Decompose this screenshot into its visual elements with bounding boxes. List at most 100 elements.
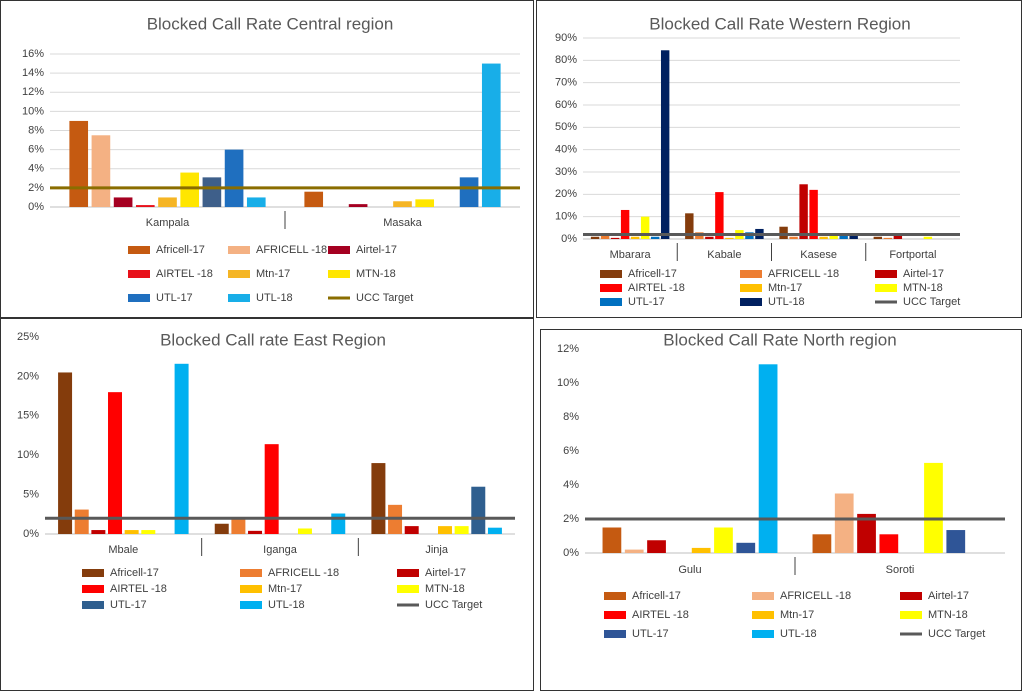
- legend-swatch: [397, 585, 419, 593]
- bar: [108, 392, 123, 534]
- x-tick-label: Mbarara: [610, 249, 652, 261]
- chart-title: Blocked Call Rate North region: [663, 330, 896, 349]
- legend-swatch: [328, 270, 350, 278]
- legend-swatch: [604, 611, 626, 619]
- legend-label: UCC Target: [903, 296, 960, 308]
- bar: [602, 527, 622, 553]
- panel-frame: [0, 0, 534, 318]
- y-tick-label: 2%: [28, 182, 44, 194]
- bar: [113, 197, 133, 207]
- bar: [883, 237, 893, 239]
- y-tick-label: 25%: [17, 331, 39, 343]
- legend-swatch: [82, 569, 104, 577]
- bar: [69, 120, 89, 207]
- legend-swatch: [875, 284, 897, 292]
- bar: [74, 509, 89, 534]
- x-tick-label: Kampala: [146, 217, 190, 229]
- legend-swatch: [604, 630, 626, 638]
- y-tick-label: 0%: [561, 233, 577, 245]
- legend-label: Mtn-17: [268, 583, 302, 595]
- legend-swatch: [752, 592, 774, 600]
- bar: [849, 234, 858, 239]
- legend-label: Africell-17: [632, 590, 681, 602]
- bar: [893, 235, 903, 239]
- y-tick-label: 50%: [555, 121, 577, 133]
- bar: [371, 463, 386, 534]
- y-tick-label: 6%: [28, 144, 44, 156]
- legend-swatch: [875, 270, 897, 278]
- chart-title: Blocked Call rate East Region: [160, 330, 386, 349]
- bar: [304, 191, 324, 207]
- bar: [471, 486, 486, 534]
- y-tick-label: 0%: [563, 547, 579, 559]
- legend-label: UTL-17: [156, 292, 193, 304]
- bar: [736, 542, 756, 553]
- bar: [91, 530, 106, 534]
- legend-label: Mtn-17: [256, 268, 290, 280]
- bar: [610, 237, 620, 239]
- legend-label: AIRTEL -18: [632, 609, 689, 621]
- legend-swatch: [82, 585, 104, 593]
- legend-swatch: [240, 601, 262, 609]
- bar: [404, 526, 419, 534]
- legend-label: AIRTEL -18: [156, 268, 213, 280]
- bar: [650, 236, 660, 239]
- y-tick-label: 15%: [17, 410, 39, 422]
- x-tick-label: Jinja: [425, 544, 449, 556]
- x-tick-label: Fortportal: [889, 249, 936, 261]
- y-tick-label: 20%: [17, 370, 39, 382]
- legend-label: UTL-17: [110, 599, 147, 611]
- legend-label: UTL-18: [768, 296, 805, 308]
- legend-swatch: [328, 246, 350, 254]
- legend-label: Airtel-17: [928, 590, 969, 602]
- bar: [923, 236, 933, 239]
- bar: [487, 527, 502, 534]
- bar: [454, 526, 469, 534]
- y-tick-label: 4%: [563, 479, 579, 491]
- bar: [873, 236, 883, 239]
- bar: [331, 513, 346, 534]
- legend-label: Airtel-17: [425, 567, 466, 579]
- legend-swatch: [397, 569, 419, 577]
- legend-swatch: [900, 611, 922, 619]
- bar: [158, 197, 177, 207]
- bar: [415, 199, 435, 207]
- bar: [834, 493, 854, 553]
- panel-frame: [536, 0, 1022, 318]
- bar: [58, 372, 73, 534]
- bar: [224, 149, 244, 207]
- legend-label: UCC Target: [356, 292, 413, 304]
- legend-label: AFRICELL -18: [780, 590, 851, 602]
- y-tick-label: 20%: [555, 188, 577, 200]
- bar: [297, 528, 312, 534]
- bar: [857, 513, 876, 553]
- bar: [264, 444, 279, 534]
- legend-label: UCC Target: [928, 628, 985, 640]
- y-tick-label: 4%: [28, 163, 44, 175]
- chart-title: Blocked Call Rate Western Region: [649, 14, 910, 33]
- legend-label: Airtel-17: [356, 244, 397, 256]
- legend-swatch: [228, 246, 250, 254]
- bar: [393, 201, 412, 207]
- y-tick-label: 90%: [555, 32, 577, 44]
- bar: [124, 530, 139, 534]
- y-tick-label: 40%: [555, 144, 577, 156]
- y-tick-label: 80%: [555, 54, 577, 66]
- y-tick-label: 0%: [23, 528, 39, 540]
- bar: [829, 235, 838, 239]
- bar: [135, 205, 155, 207]
- legend-label: UCC Target: [425, 599, 482, 611]
- legend-label: Airtel-17: [903, 268, 944, 280]
- bar: [640, 216, 650, 239]
- y-tick-label: 10%: [555, 211, 577, 223]
- bar: [779, 226, 788, 239]
- bar: [246, 197, 266, 207]
- legend-label: MTN-18: [928, 609, 968, 621]
- bar: [799, 184, 808, 239]
- legend-label: Africell-17: [628, 268, 677, 280]
- bar: [691, 547, 711, 553]
- y-tick-label: 70%: [555, 77, 577, 89]
- y-tick-label: 5%: [23, 489, 39, 501]
- y-tick-label: 14%: [22, 67, 44, 79]
- bar: [924, 462, 943, 553]
